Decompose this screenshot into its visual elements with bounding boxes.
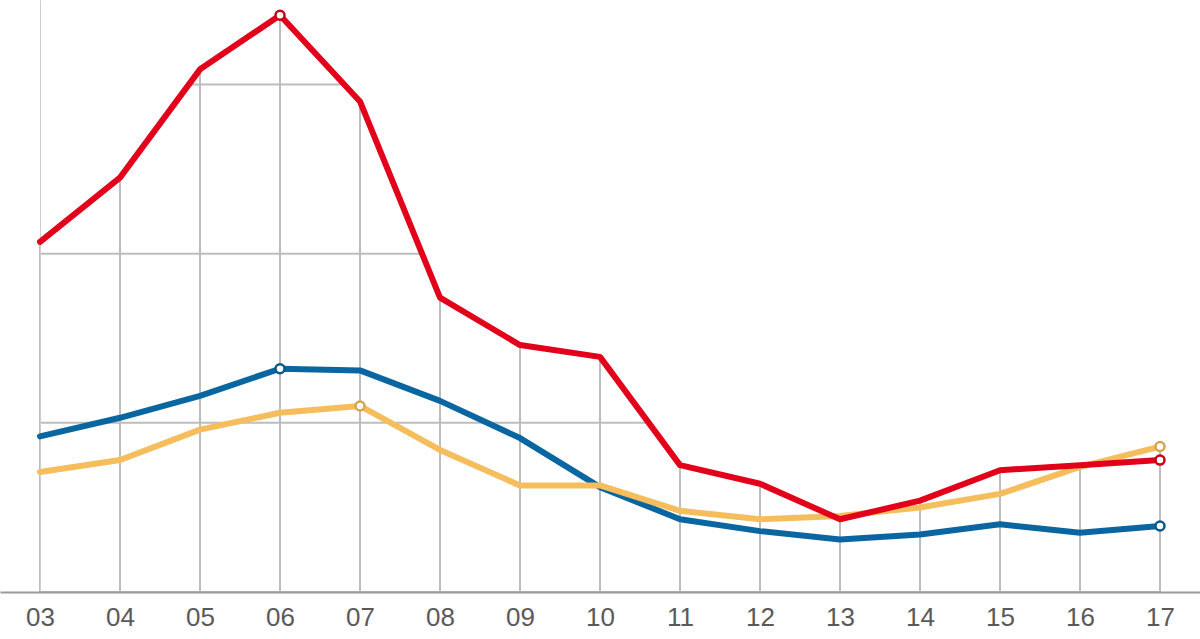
x-tick: 15 [986,592,1015,632]
grid-line-vertical [1079,465,1081,592]
grid-line-vertical [1159,447,1161,592]
y-axis-line [40,1,41,593]
grid-line-vertical [359,101,361,592]
grid-line-vertical [119,178,121,592]
x-tick-label: 03 [26,602,55,632]
x-axis-line [1,592,1200,594]
x-tick-label: 04 [106,602,135,632]
grid-horizontal [40,85,1160,592]
x-tick: 05 [186,592,215,632]
x-tick: 13 [826,592,855,632]
x-axis: 03 04 05 06 07 08 09 10 11 12 13 14 15 16 17 [1,592,1200,632]
x-tick-label: 15 [986,602,1015,632]
grid-line-vertical [279,15,281,592]
x-tick-label: 14 [906,602,935,632]
x-tick-label: 17 [1146,602,1175,632]
x-tick-label: 11 [667,602,694,632]
plot [40,11,1165,540]
grid [40,15,1160,592]
x-tick: 11 [667,592,694,632]
x-tick: 04 [106,592,135,632]
marker [356,401,365,410]
x-tick-label: 13 [826,602,855,632]
line [40,15,1160,519]
x-tick: 14 [906,592,935,632]
marker [276,364,285,373]
grid-line [40,253,1160,255]
grid-line-vertical [679,465,681,592]
grid-line [40,84,1160,86]
x-tick-label: 09 [506,602,535,632]
grid-line-vertical [759,484,761,592]
marker [1156,456,1165,465]
line [40,369,1160,540]
x-tick-label: 06 [266,602,295,632]
x-tick: 09 [506,592,535,632]
x-tick: 07 [346,592,375,632]
x-tick-label: 16 [1066,602,1095,632]
marker [276,11,285,20]
x-tick-label: 12 [746,602,775,632]
x-tick: 08 [426,592,455,632]
grid-line-vertical [919,501,921,592]
grid-line-vertical [999,470,1001,592]
grid-line-vertical [439,298,441,592]
grid-line-vertical [839,516,841,592]
x-tick: 10 [586,592,615,632]
x-tick: 03 [26,592,55,632]
x-tick-label: 10 [586,602,615,632]
marker [1156,522,1165,531]
x-tick-label: 08 [426,602,455,632]
line [40,406,1160,519]
x-tick: 06 [266,592,295,632]
grid-line-vertical [519,345,521,592]
marker [1156,442,1165,451]
grid-line-vertical [599,357,601,592]
x-tick: 12 [746,592,775,632]
grid-line-vertical [199,69,201,592]
x-tick-label: 05 [186,602,215,632]
x-tick: 16 [1066,592,1095,632]
x-tick-label: 07 [346,602,375,632]
x-tick: 17 [1146,592,1175,632]
y-axis [40,1,42,593]
